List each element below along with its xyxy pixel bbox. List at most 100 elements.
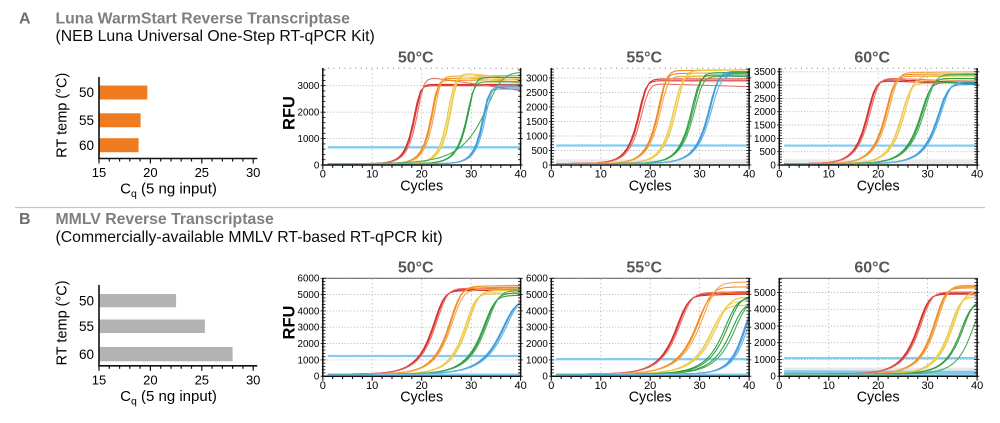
svg-text:60°C: 60°C <box>854 50 890 67</box>
svg-text:2000: 2000 <box>526 339 548 350</box>
svg-text:3000: 3000 <box>526 323 548 334</box>
svg-text:10: 10 <box>823 380 835 392</box>
svg-text:MMLV Reverse Transcriptase: MMLV Reverse Transcriptase <box>56 211 275 228</box>
svg-text:40: 40 <box>743 380 755 392</box>
svg-text:50°C: 50°C <box>398 260 434 277</box>
svg-text:20: 20 <box>872 380 884 392</box>
svg-text:40: 40 <box>743 169 755 181</box>
svg-text:RFU: RFU <box>281 306 299 340</box>
svg-text:50°C: 50°C <box>398 50 434 67</box>
svg-text:2500: 2500 <box>754 94 776 105</box>
svg-text:500: 500 <box>759 147 776 158</box>
svg-text:Cycles: Cycles <box>629 179 672 195</box>
svg-text:0: 0 <box>314 160 320 171</box>
svg-text:55: 55 <box>79 319 94 334</box>
svg-text:0: 0 <box>776 169 782 181</box>
svg-text:Cq (5 ng input): Cq (5 ng input) <box>120 181 217 201</box>
svg-text:3500: 3500 <box>754 67 776 78</box>
svg-text:0: 0 <box>314 372 320 383</box>
svg-text:20: 20 <box>644 169 656 181</box>
svg-text:Cycles: Cycles <box>629 390 672 406</box>
svg-text:60: 60 <box>79 138 94 153</box>
svg-text:20: 20 <box>416 380 428 392</box>
svg-text:10: 10 <box>366 380 378 392</box>
svg-text:30: 30 <box>246 372 260 387</box>
svg-text:30: 30 <box>693 380 705 392</box>
svg-text:30: 30 <box>465 169 477 181</box>
svg-text:30: 30 <box>465 380 477 392</box>
svg-text:RFU: RFU <box>281 96 299 130</box>
svg-text:Luna WarmStart Reverse Transcr: Luna WarmStart Reverse Transcriptase <box>56 11 351 28</box>
svg-text:Cq (5 ng input): Cq (5 ng input) <box>120 388 217 408</box>
svg-text:4000: 4000 <box>754 305 776 316</box>
svg-text:55°C: 55°C <box>626 260 662 277</box>
svg-text:50: 50 <box>79 85 94 100</box>
svg-text:40: 40 <box>514 169 526 181</box>
svg-text:6000: 6000 <box>298 274 320 285</box>
svg-text:60°C: 60°C <box>854 260 890 277</box>
svg-text:Cycles: Cycles <box>400 179 443 195</box>
svg-text:40: 40 <box>514 380 526 392</box>
svg-text:20: 20 <box>143 165 157 180</box>
svg-text:10: 10 <box>823 169 835 181</box>
svg-text:50: 50 <box>79 293 94 308</box>
svg-text:3000: 3000 <box>754 321 776 332</box>
svg-text:3000: 3000 <box>754 81 776 92</box>
svg-text:Cycles: Cycles <box>400 390 443 406</box>
svg-text:RT temp (°C): RT temp (°C) <box>55 73 71 158</box>
svg-text:4000: 4000 <box>298 306 320 317</box>
svg-text:5000: 5000 <box>526 290 548 301</box>
svg-text:20: 20 <box>416 169 428 181</box>
svg-text:4000: 4000 <box>526 306 548 317</box>
svg-text:2000: 2000 <box>754 107 776 118</box>
svg-text:10: 10 <box>366 169 378 181</box>
svg-text:2000: 2000 <box>298 108 320 119</box>
svg-text:5000: 5000 <box>754 288 776 299</box>
svg-text:500: 500 <box>531 146 548 157</box>
svg-text:60: 60 <box>79 347 94 362</box>
svg-text:1500: 1500 <box>754 120 776 131</box>
svg-text:40: 40 <box>971 169 983 181</box>
svg-text:3000: 3000 <box>298 323 320 334</box>
svg-text:0: 0 <box>320 380 326 392</box>
svg-text:0: 0 <box>548 169 554 181</box>
svg-text:2500: 2500 <box>526 88 548 99</box>
svg-text:20: 20 <box>872 169 884 181</box>
svg-text:10: 10 <box>595 380 607 392</box>
svg-text:40: 40 <box>971 380 983 392</box>
svg-text:Cycles: Cycles <box>857 390 900 406</box>
svg-text:6000: 6000 <box>526 274 548 285</box>
svg-text:A: A <box>19 11 31 28</box>
svg-text:15: 15 <box>92 165 106 180</box>
svg-text:0: 0 <box>548 380 554 392</box>
svg-text:RT temp (°C): RT temp (°C) <box>55 280 71 365</box>
svg-text:0: 0 <box>320 169 326 181</box>
svg-text:55°C: 55°C <box>626 50 662 67</box>
svg-text:0: 0 <box>776 380 782 392</box>
svg-text:1000: 1000 <box>526 131 548 142</box>
svg-text:25: 25 <box>195 372 209 387</box>
svg-text:3000: 3000 <box>298 81 320 92</box>
svg-text:(NEB Luna Universal One-Step R: (NEB Luna Universal One-Step RT-qPCR Kit… <box>56 28 375 45</box>
svg-text:30: 30 <box>921 169 933 181</box>
svg-text:25: 25 <box>195 165 209 180</box>
svg-text:55: 55 <box>79 113 94 128</box>
svg-text:1000: 1000 <box>298 355 320 366</box>
svg-text:1000: 1000 <box>754 355 776 366</box>
svg-text:15: 15 <box>92 372 106 387</box>
svg-text:0: 0 <box>542 160 548 171</box>
svg-text:0: 0 <box>542 372 548 383</box>
svg-text:1000: 1000 <box>298 134 320 145</box>
svg-text:30: 30 <box>246 165 260 180</box>
svg-text:30: 30 <box>921 380 933 392</box>
svg-text:1000: 1000 <box>754 134 776 145</box>
svg-text:B: B <box>19 211 31 228</box>
svg-text:(Commercially-available MMLV R: (Commercially-available MMLV RT-based RT… <box>56 229 443 246</box>
svg-text:0: 0 <box>770 160 776 171</box>
svg-text:Cycles: Cycles <box>857 179 900 195</box>
svg-text:20: 20 <box>143 372 157 387</box>
svg-text:10: 10 <box>595 169 607 181</box>
svg-text:30: 30 <box>693 169 705 181</box>
svg-text:5000: 5000 <box>298 290 320 301</box>
svg-text:2000: 2000 <box>526 102 548 113</box>
